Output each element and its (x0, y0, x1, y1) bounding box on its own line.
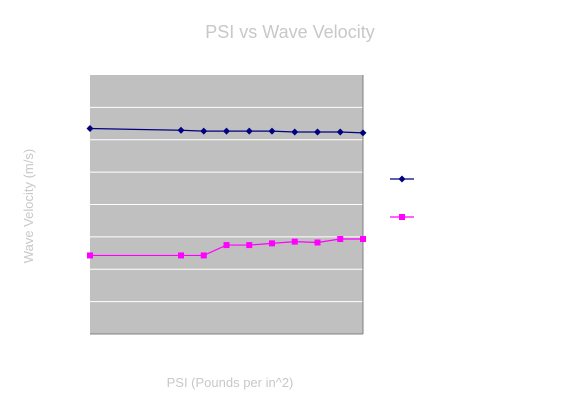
data-point (223, 242, 230, 249)
data-point (269, 240, 275, 247)
legend-entry-0 (390, 175, 414, 183)
data-point (223, 127, 230, 135)
data-point (177, 126, 185, 134)
data-point (360, 236, 366, 243)
data-point (291, 128, 299, 136)
series-line (90, 238, 363, 257)
legend-marker (398, 175, 406, 183)
data-point (268, 127, 276, 135)
series-1 (87, 236, 366, 259)
legend-marker (399, 214, 405, 220)
chart-title: PSI vs Wave Velocity (205, 22, 374, 42)
data-point (87, 252, 93, 259)
legend (390, 175, 414, 220)
data-point (246, 242, 253, 249)
data-point (200, 127, 208, 135)
legend-entry-1 (390, 214, 414, 220)
data-point (359, 129, 367, 137)
data-point (200, 252, 207, 259)
data-point (314, 128, 321, 136)
data-point (336, 128, 344, 136)
data-point (291, 238, 298, 245)
gridlines (90, 75, 364, 335)
data-point (337, 236, 344, 243)
data-point (178, 252, 184, 259)
data-point (86, 125, 94, 133)
series-0 (86, 125, 367, 137)
data-point (245, 127, 253, 135)
data-point (314, 239, 321, 246)
series-line (89, 127, 364, 134)
series-layer (86, 125, 367, 259)
y-axis-label: Wave Velocity (m/s) (21, 149, 36, 263)
x-axis-label: PSI (Pounds per in^2) (167, 375, 294, 390)
